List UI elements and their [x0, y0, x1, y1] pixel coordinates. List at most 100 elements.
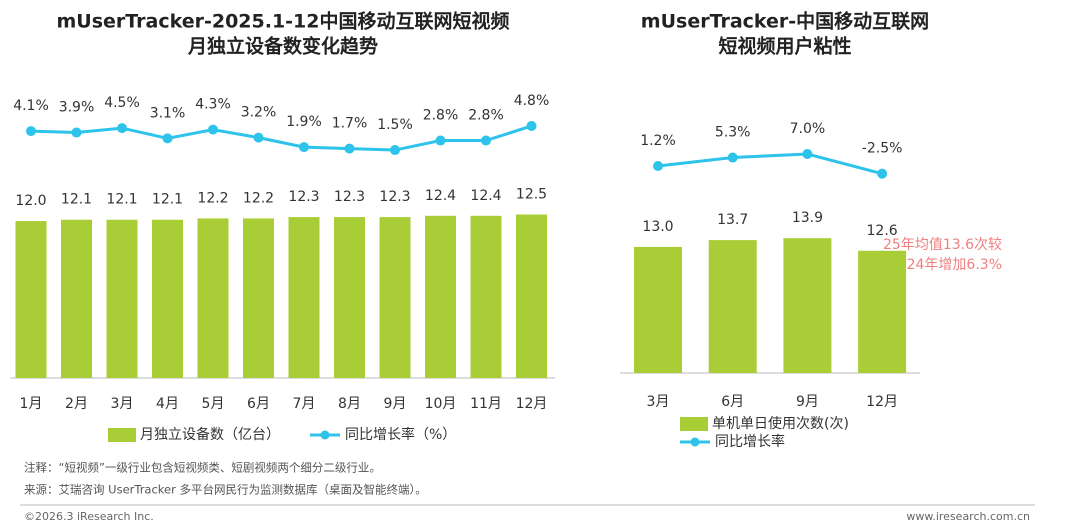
growth-value-label: 1.9%: [286, 114, 322, 130]
bar: [243, 218, 274, 378]
legend-marker: [320, 430, 330, 440]
source: 来源：艾瑞咨询 UserTracker 多平台网民行为监测数据库（桌面及智能终端…: [24, 483, 427, 497]
growth-point: [162, 133, 173, 144]
growth-value-label: 4.1%: [13, 98, 49, 114]
bar: [288, 217, 320, 378]
x-tick-label: 6月: [721, 394, 744, 410]
bar-value-label: 12.4: [470, 188, 501, 204]
growth-point: [727, 152, 738, 163]
x-tick-label: 7月: [293, 396, 316, 412]
bar-value-label: 12.1: [61, 192, 92, 208]
bar-value-label: 12.6: [867, 223, 898, 239]
bar: [634, 246, 682, 373]
bar: [334, 217, 365, 378]
growth-value-label: 1.5%: [377, 117, 413, 133]
x-tick-label: 5月: [202, 396, 225, 412]
chart-title: mUserTracker-中国移动互联网: [641, 10, 929, 33]
legend-label: 同比增长率: [715, 433, 785, 450]
copyright: ©2026.3 iResearch Inc.: [24, 510, 154, 523]
x-tick-label: 1月: [20, 396, 43, 412]
growth-value-label: 3.1%: [150, 105, 186, 121]
bar-value-label: 12.3: [288, 189, 319, 205]
x-tick-label: 4月: [156, 396, 179, 412]
bar-value-label: 12.3: [379, 189, 410, 205]
growth-point: [26, 126, 36, 137]
growth-point: [117, 123, 127, 134]
legend-label: 同比增长率（%）: [345, 426, 456, 443]
bar: [379, 217, 411, 378]
x-tick-label: 3月: [647, 394, 670, 410]
x-tick-label: 3月: [111, 396, 134, 412]
bar: [152, 219, 183, 378]
legend-swatch: [108, 428, 136, 442]
bar-value-label: 12.5: [516, 187, 547, 203]
growth-value-label: 4.5%: [104, 95, 140, 111]
x-tick-label: 6月: [247, 396, 270, 412]
bar: [516, 214, 547, 378]
website: www.iresearch.com.cn: [906, 510, 1030, 523]
growth-value-label: 3.9%: [59, 100, 95, 116]
chart-title: mUserTracker-2025.1-12中国移动互联网短视频: [56, 10, 509, 33]
bar: [708, 240, 757, 373]
growth-value-label: 3.2%: [241, 105, 277, 121]
legend-marker: [690, 437, 700, 447]
bar: [783, 238, 832, 373]
bar-value-label: 12.3: [334, 189, 365, 205]
growth-point: [71, 127, 82, 138]
note: 注释：“短视频”一级行业包含短视频类、短剧视频两个细分二级行业。: [24, 461, 381, 475]
legend-label: 月独立设备数（亿台）: [140, 426, 280, 443]
bar-value-label: 12.4: [425, 188, 456, 204]
growth-point: [253, 132, 264, 143]
growth-value-label: 1.2%: [640, 133, 676, 149]
x-tick-label: 8月: [338, 396, 361, 412]
bar-value-label: 13.0: [642, 219, 673, 235]
bar-value-label: 13.7: [717, 212, 748, 228]
x-tick-label: 9月: [384, 396, 407, 412]
bar-value-label: 12.1: [152, 192, 183, 208]
growth-point: [481, 135, 491, 146]
bar: [858, 250, 907, 373]
annotation: 24年增加6.3%: [907, 257, 1002, 273]
bar: [106, 219, 138, 378]
growth-point: [299, 142, 309, 153]
bar-value-label: 12.2: [243, 190, 274, 206]
growth-point: [653, 161, 663, 172]
chart-title: 短视频用户粘性: [718, 35, 851, 58]
bar: [197, 218, 229, 378]
growth-value-label: 7.0%: [790, 121, 826, 137]
bar-value-label: 12.0: [15, 193, 46, 209]
x-tick-label: 10月: [425, 396, 457, 412]
growth-value-label: 2.8%: [468, 108, 504, 124]
growth-value-label: 4.3%: [195, 97, 231, 113]
growth-point: [344, 143, 355, 154]
growth-value-label: 1.7%: [332, 116, 368, 132]
growth-point: [877, 168, 888, 179]
growth-value-label: 4.8%: [514, 93, 550, 109]
growth-line: [657, 152, 883, 176]
growth-point: [208, 124, 218, 135]
bar: [61, 219, 92, 378]
growth-point: [435, 135, 446, 146]
growth-value-label: -2.5%: [862, 141, 903, 157]
growth-point: [526, 120, 537, 131]
x-tick-label: 9月: [796, 394, 819, 410]
bar: [470, 215, 502, 378]
x-tick-label: 12月: [516, 396, 548, 412]
x-tick-label: 11月: [470, 396, 502, 412]
growth-point: [390, 145, 400, 156]
growth-point: [802, 149, 813, 160]
chart-title: 月独立设备数变化趋势: [187, 35, 378, 58]
bar-value-label: 12.1: [106, 192, 137, 208]
legend-label: 单机单日使用次数(次): [712, 415, 849, 432]
growth-line: [30, 124, 532, 152]
bar: [425, 215, 456, 378]
bar-value-label: 13.9: [792, 210, 823, 226]
bar: [15, 221, 47, 378]
x-tick-label: 2月: [65, 396, 88, 412]
annotation: 25年均值13.6次较: [883, 237, 1002, 253]
x-tick-label: 12月: [866, 394, 898, 410]
growth-value-label: 5.3%: [715, 125, 751, 141]
bar-value-label: 12.2: [197, 190, 228, 206]
legend-swatch: [680, 417, 708, 431]
